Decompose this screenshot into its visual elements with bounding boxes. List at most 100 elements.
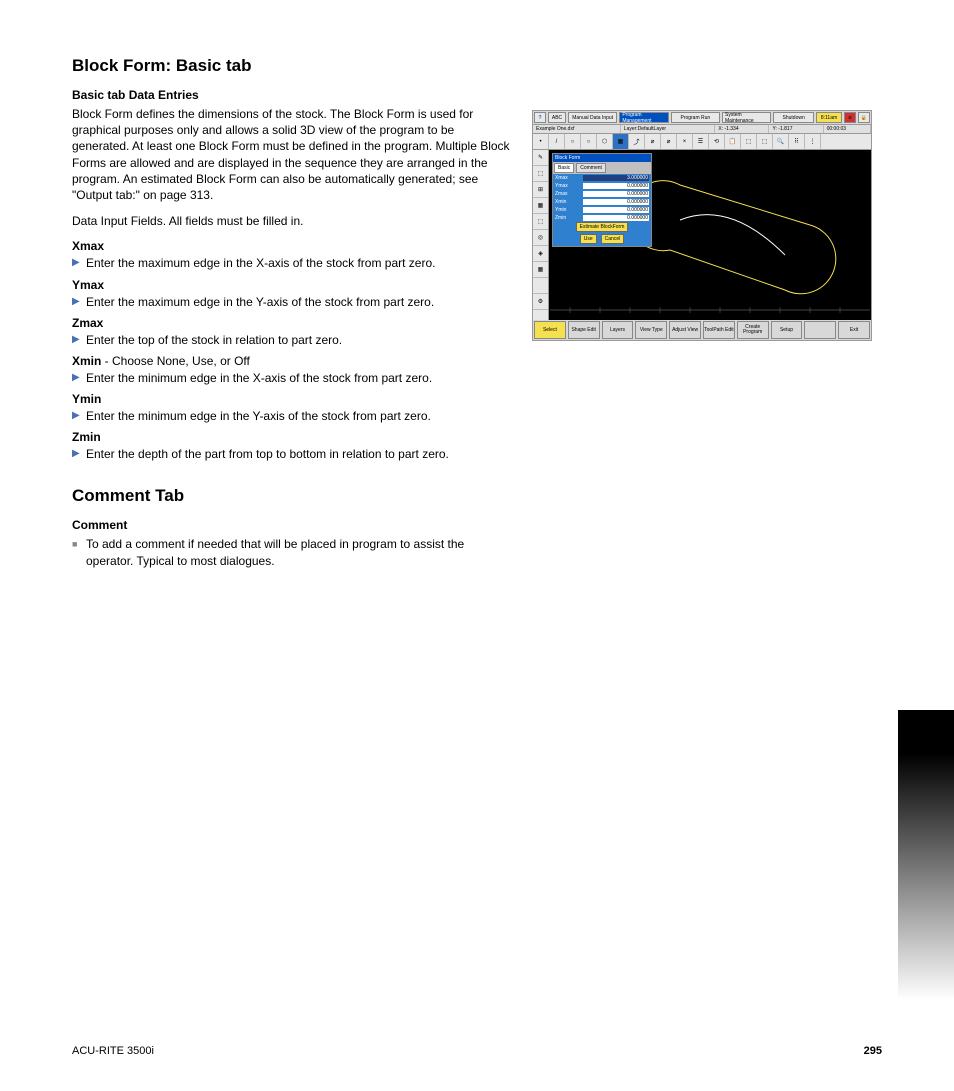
tab-comment[interactable]: Comment <box>576 163 606 173</box>
arrow-icon: ▶ <box>72 255 86 271</box>
left-button-1[interactable]: ⬚ <box>533 166 548 182</box>
help-button[interactable]: ? <box>534 112 546 123</box>
bullet-xmin: ▶ Enter the minimum edge in the X-axis o… <box>72 370 512 386</box>
dialog-label-ymin: Ymin <box>555 207 583 213</box>
dialog-value-xmax[interactable]: 3.000000 <box>583 175 649 181</box>
left-button-4[interactable]: ⬚ <box>533 214 548 230</box>
ss-statusbar: Example One.dxf Layer:DefaultLayer X: -1… <box>533 125 871 134</box>
status-y: Y: -1.817 <box>769 125 823 133</box>
toolbar-button-17[interactable]: ⋮ <box>805 134 821 149</box>
bottom-button-select[interactable]: Select <box>534 321 566 339</box>
lock-icon[interactable]: 🔒 <box>858 112 870 123</box>
abc-button[interactable]: ABC <box>548 112 566 123</box>
label-xmin-bold: Xmin <box>72 354 101 368</box>
left-button-3[interactable]: ▦ <box>533 198 548 214</box>
toolbar-button-10[interactable]: ☰ <box>693 134 709 149</box>
ss-toolbar: •/○○⬡▦⤴⌀⌀×☰⟲📋⬚⬚🔍⠿⋮ <box>533 134 871 150</box>
bullet-ymax: ▶ Enter the maximum edge in the Y-axis o… <box>72 294 512 310</box>
toolbar-button-3[interactable]: ○ <box>581 134 597 149</box>
toolbar-button-6[interactable]: ⤴ <box>629 134 645 149</box>
bottom-button-create-program[interactable]: Create Program <box>737 321 769 339</box>
dialog-row-zmax: Zmax0.000000 <box>553 190 651 198</box>
bullet-xmax: ▶ Enter the maximum edge in the X-axis o… <box>72 255 512 271</box>
dialog-label-xmin: Xmin <box>555 199 583 205</box>
bottom-button-shape-edit[interactable]: Shape Edit <box>568 321 600 339</box>
toolbar-button-14[interactable]: ⬚ <box>757 134 773 149</box>
toolbar-button-11[interactable]: ⟲ <box>709 134 725 149</box>
cancel-button[interactable]: Cancel <box>601 234 625 244</box>
estimate-blockform-button[interactable]: Estimate BlockForm <box>576 222 629 232</box>
dialog-value-ymax[interactable]: 0.000000 <box>583 183 649 189</box>
dialog-row-zmin: Zmin0.000000 <box>553 214 651 222</box>
label-zmax: Zmax <box>72 316 512 330</box>
arrow-icon: ▶ <box>72 446 86 462</box>
label-zmin: Zmin <box>72 430 512 444</box>
toolbar-button-7[interactable]: ⌀ <box>645 134 661 149</box>
toolbar-button-9[interactable]: × <box>677 134 693 149</box>
toolbar-button-2[interactable]: ○ <box>565 134 581 149</box>
toolbar-button-15[interactable]: 🔍 <box>773 134 789 149</box>
bottom-button-layers[interactable]: Layers <box>602 321 634 339</box>
subheading-comment: Comment <box>72 518 512 532</box>
section-heading-comment: Comment Tab <box>72 486 512 506</box>
use-button[interactable]: Use <box>580 234 597 244</box>
dialog-row-xmin: Xmin0.000000 <box>553 198 651 206</box>
stop-button[interactable]: ⦻ <box>844 112 856 123</box>
section-heading-blockform: Block Form: Basic tab <box>72 56 512 76</box>
left-button-0[interactable]: ✎ <box>533 150 548 166</box>
toolbar-button-5[interactable]: ▦ <box>613 134 629 149</box>
bottom-button-exit[interactable]: Exit <box>838 321 870 339</box>
arrow-icon: ▶ <box>72 294 86 310</box>
toolbar-button-13[interactable]: ⬚ <box>741 134 757 149</box>
program-run-button[interactable]: Program Run <box>671 112 720 123</box>
shutdown-button[interactable]: Shutdown <box>773 112 814 123</box>
toolbar-button-1[interactable]: / <box>549 134 565 149</box>
toolbar-button-0[interactable]: • <box>533 134 549 149</box>
text-xmin: Enter the minimum edge in the X-axis of … <box>86 370 432 386</box>
toolbar-button-4[interactable]: ⬡ <box>597 134 613 149</box>
label-ymin: Ymin <box>72 392 512 406</box>
bottom-button-view-type[interactable]: View Type <box>635 321 667 339</box>
dialog-label-zmin: Zmin <box>555 215 583 221</box>
dialog-label-xmax: Xmax <box>555 175 583 181</box>
dialog-row-ymax: Ymax0.000000 <box>553 182 651 190</box>
ss-leftstrip: ✎⬚⊞▦⬚◎◈▦⚙ <box>533 150 549 320</box>
tab-basic[interactable]: Basic <box>554 163 574 173</box>
square-icon: ■ <box>72 536 86 552</box>
bottom-button-setup[interactable]: Setup <box>771 321 803 339</box>
para-blockform-desc: Block Form defines the dimensions of the… <box>72 106 512 203</box>
left-button-7[interactable]: ▦ <box>533 262 548 278</box>
arrow-icon: ▶ <box>72 332 86 348</box>
screenshot-blockform-dialog: ? ABC Manual Data Input Program Manageme… <box>532 110 872 341</box>
dialog-row-xmax: Xmax3.000000 <box>553 174 651 182</box>
dialog-value-ymin[interactable]: 0.000000 <box>583 207 649 213</box>
dialog-value-xmin[interactable]: 0.000000 <box>583 199 649 205</box>
status-time: 00:00:03 <box>824 125 871 133</box>
text-zmin: Enter the depth of the part from top to … <box>86 446 449 462</box>
toolbar-button-16[interactable]: ⠿ <box>789 134 805 149</box>
bottom-button-adjust-view[interactable]: Adjust View <box>669 321 701 339</box>
left-button-8[interactable] <box>533 278 548 294</box>
bottom-button-blank <box>804 321 836 339</box>
bottom-button-toolpath-edit[interactable]: ToolPath Edit <box>703 321 735 339</box>
left-button-2[interactable]: ⊞ <box>533 182 548 198</box>
toolbar-button-12[interactable]: 📋 <box>725 134 741 149</box>
manual-data-input-button[interactable]: Manual Data Input <box>568 112 617 123</box>
dialog-row-ymin: Ymin0.000000 <box>553 206 651 214</box>
subheading-basic-tab: Basic tab Data Entries <box>72 88 512 102</box>
dialog-label-ymax: Ymax <box>555 183 583 189</box>
system-maintenance-button[interactable]: System Maintenance <box>722 112 771 123</box>
left-button-5[interactable]: ◎ <box>533 230 548 246</box>
bullet-comment: ■ To add a comment if needed that will b… <box>72 536 512 568</box>
text-zmax: Enter the top of the stock in relation t… <box>86 332 342 348</box>
label-xmin: Xmin - Choose None, Use, or Off <box>72 354 512 368</box>
ss-canvas: Block Form Basic Comment Xmax3.000000Yma… <box>549 150 871 320</box>
left-button-9[interactable]: ⚙ <box>533 294 548 310</box>
toolbar-button-8[interactable]: ⌀ <box>661 134 677 149</box>
text-ymax: Enter the maximum edge in the Y-axis of … <box>86 294 434 310</box>
left-button-6[interactable]: ◈ <box>533 246 548 262</box>
dialog-label-zmax: Zmax <box>555 191 583 197</box>
program-management-button[interactable]: Program Management <box>619 112 668 123</box>
dialog-value-zmin[interactable]: 0.000000 <box>583 215 649 221</box>
dialog-value-zmax[interactable]: 0.000000 <box>583 191 649 197</box>
